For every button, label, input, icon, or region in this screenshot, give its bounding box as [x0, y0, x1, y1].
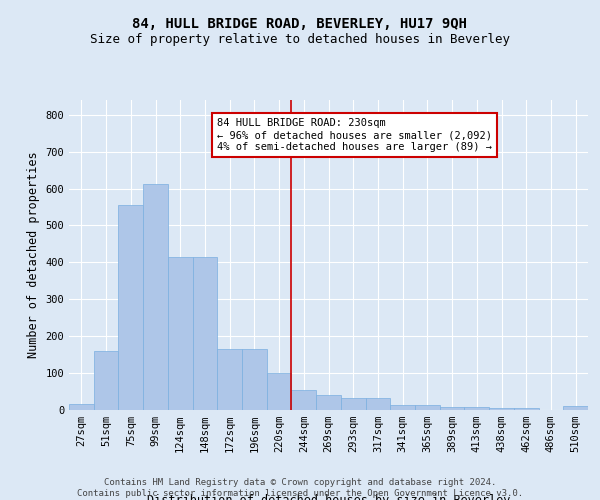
- Bar: [118, 205, 143, 410]
- Y-axis label: Number of detached properties: Number of detached properties: [27, 152, 40, 358]
- Text: 84, HULL BRIDGE ROAD, BEVERLEY, HU17 9QH: 84, HULL BRIDGE ROAD, BEVERLEY, HU17 9QH: [133, 18, 467, 32]
- Bar: [563, 406, 588, 410]
- Text: 84 HULL BRIDGE ROAD: 230sqm
← 96% of detached houses are smaller (2,092)
4% of s: 84 HULL BRIDGE ROAD: 230sqm ← 96% of det…: [217, 118, 492, 152]
- Bar: [341, 398, 365, 410]
- X-axis label: Distribution of detached houses by size in Beverley: Distribution of detached houses by size …: [147, 494, 510, 500]
- Bar: [267, 373, 292, 410]
- Text: Size of property relative to detached houses in Beverley: Size of property relative to detached ho…: [90, 32, 510, 46]
- Bar: [292, 390, 316, 410]
- Bar: [242, 349, 267, 410]
- Bar: [217, 349, 242, 410]
- Bar: [489, 408, 514, 410]
- Bar: [440, 407, 464, 410]
- Bar: [168, 257, 193, 410]
- Bar: [390, 405, 415, 410]
- Bar: [193, 257, 217, 410]
- Bar: [464, 407, 489, 410]
- Text: Contains HM Land Registry data © Crown copyright and database right 2024.
Contai: Contains HM Land Registry data © Crown c…: [77, 478, 523, 498]
- Bar: [316, 394, 341, 410]
- Bar: [143, 184, 168, 410]
- Bar: [514, 408, 539, 410]
- Bar: [415, 405, 440, 410]
- Bar: [69, 404, 94, 410]
- Bar: [94, 351, 118, 410]
- Bar: [365, 398, 390, 410]
